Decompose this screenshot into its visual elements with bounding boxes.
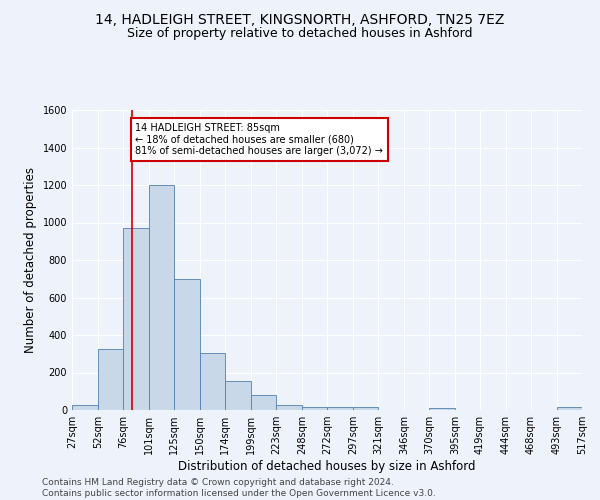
Bar <box>277 405 302 410</box>
Bar <box>302 406 326 410</box>
Bar <box>149 185 173 410</box>
Bar <box>251 396 275 410</box>
Bar <box>353 407 377 410</box>
Bar <box>98 349 122 410</box>
Bar <box>430 408 455 410</box>
Bar <box>200 353 224 410</box>
Bar <box>557 407 581 410</box>
Y-axis label: Number of detached properties: Number of detached properties <box>24 167 37 353</box>
X-axis label: Distribution of detached houses by size in Ashford: Distribution of detached houses by size … <box>178 460 476 473</box>
Bar <box>226 381 251 410</box>
Text: 14, HADLEIGH STREET, KINGSNORTH, ASHFORD, TN25 7EZ: 14, HADLEIGH STREET, KINGSNORTH, ASHFORD… <box>95 12 505 26</box>
Bar <box>124 228 149 410</box>
Text: 14 HADLEIGH STREET: 85sqm
← 18% of detached houses are smaller (680)
81% of semi: 14 HADLEIGH STREET: 85sqm ← 18% of detac… <box>136 123 383 156</box>
Text: Contains HM Land Registry data © Crown copyright and database right 2024.
Contai: Contains HM Land Registry data © Crown c… <box>42 478 436 498</box>
Bar <box>175 279 200 410</box>
Bar <box>328 407 353 410</box>
Text: Size of property relative to detached houses in Ashford: Size of property relative to detached ho… <box>127 28 473 40</box>
Bar <box>73 405 98 410</box>
